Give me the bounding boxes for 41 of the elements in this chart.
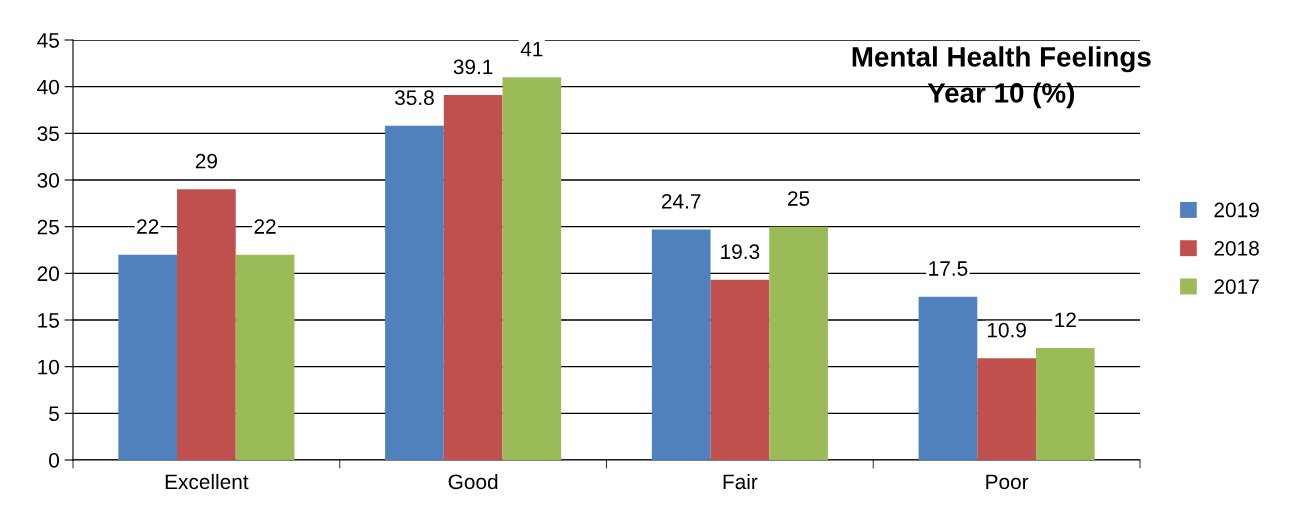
data-label: 22 xyxy=(254,219,276,234)
data-label: 10.9 xyxy=(987,322,1026,338)
x-tick-label: Poor xyxy=(986,474,1029,490)
y-tick-label: 5 xyxy=(49,406,59,422)
bar xyxy=(710,279,770,460)
data-label: 39.1 xyxy=(453,59,493,75)
bar xyxy=(769,226,828,460)
legend-label: 2017 xyxy=(1214,279,1259,294)
bar xyxy=(502,77,562,460)
bar xyxy=(235,254,295,460)
x-tick-label: Fair xyxy=(723,473,758,490)
bar xyxy=(977,358,1036,460)
y-tick-label: 45 xyxy=(37,33,59,48)
y-tick-label: 0 xyxy=(49,453,59,468)
legend-label: 2018 xyxy=(1214,240,1259,256)
bar xyxy=(1035,348,1095,460)
data-label: 19.3 xyxy=(721,244,760,260)
y-tick-label: 15 xyxy=(38,313,59,328)
data-label: 22 xyxy=(137,219,159,234)
bar xyxy=(918,296,978,460)
x-tick-label: Good xyxy=(448,473,498,490)
bar xyxy=(651,229,711,460)
y-tick-label: 10 xyxy=(38,359,59,375)
y-tick-label: 20 xyxy=(37,266,59,282)
data-label: 17.5 xyxy=(929,261,968,276)
y-tick-label: 25 xyxy=(37,219,59,235)
bar xyxy=(385,125,444,460)
legend-label: 2019 xyxy=(1214,202,1259,218)
bar xyxy=(443,95,503,460)
data-label: 25 xyxy=(788,191,810,206)
data-label: 35.8 xyxy=(394,90,434,106)
data-label: 24.7 xyxy=(661,193,701,209)
bar xyxy=(118,254,178,460)
y-tick-label: 35 xyxy=(37,126,59,142)
bar xyxy=(177,189,236,460)
y-tick-label: 30 xyxy=(37,173,59,188)
data-label: 41 xyxy=(520,42,543,57)
data-label: 29 xyxy=(195,153,217,169)
x-tick-label: Excellent xyxy=(165,473,249,490)
y-tick-label: 40 xyxy=(37,79,59,95)
data-label: 12 xyxy=(1055,312,1076,328)
